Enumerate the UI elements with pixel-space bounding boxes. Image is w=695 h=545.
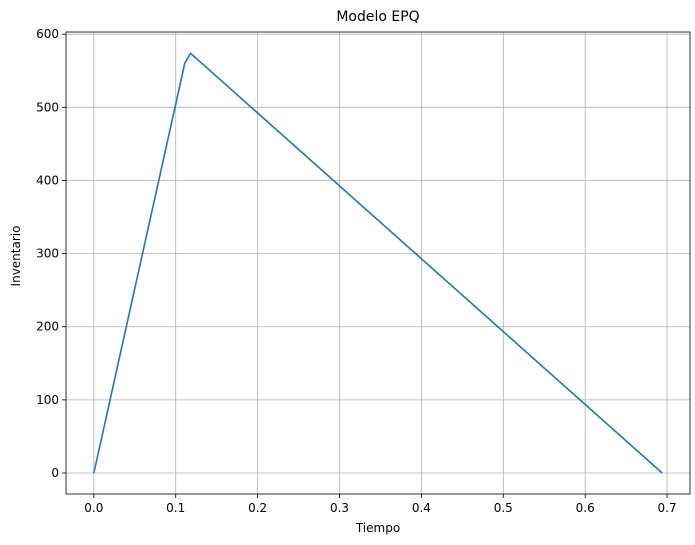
x-tick-label: 0.1: [166, 501, 185, 515]
x-tick-label: 0.2: [248, 501, 267, 515]
x-tick-label: 0.3: [330, 501, 349, 515]
y-tick-label: 300: [36, 247, 59, 261]
y-ticks: 0 100 200 300 400 500 600: [36, 27, 66, 480]
x-tick-label: 0.0: [84, 501, 103, 515]
y-tick-label: 400: [36, 173, 59, 187]
x-axis-label: Tiempo: [355, 521, 400, 535]
series-group: [93, 52, 663, 474]
series-line: [93, 52, 663, 474]
x-ticks: 0.0 0.1 0.2 0.3 0.4 0.5 0.6 0.7: [84, 494, 677, 515]
y-tick-label: 600: [36, 27, 59, 41]
y-axis-label: Inventario: [9, 226, 23, 287]
x-tick-label: 0.5: [494, 501, 513, 515]
y-tick-label: 100: [36, 393, 59, 407]
grid: [66, 32, 690, 494]
chart-title: Modelo EPQ: [336, 9, 419, 25]
axes-frame: [65, 31, 691, 495]
x-tick-label: 0.4: [412, 501, 431, 515]
x-tick-label: 0.6: [576, 501, 595, 515]
y-tick-label: 0: [51, 466, 59, 480]
y-tick-label: 200: [36, 320, 59, 334]
x-tick-label: 0.7: [658, 501, 677, 515]
y-tick-label: 500: [36, 100, 59, 114]
